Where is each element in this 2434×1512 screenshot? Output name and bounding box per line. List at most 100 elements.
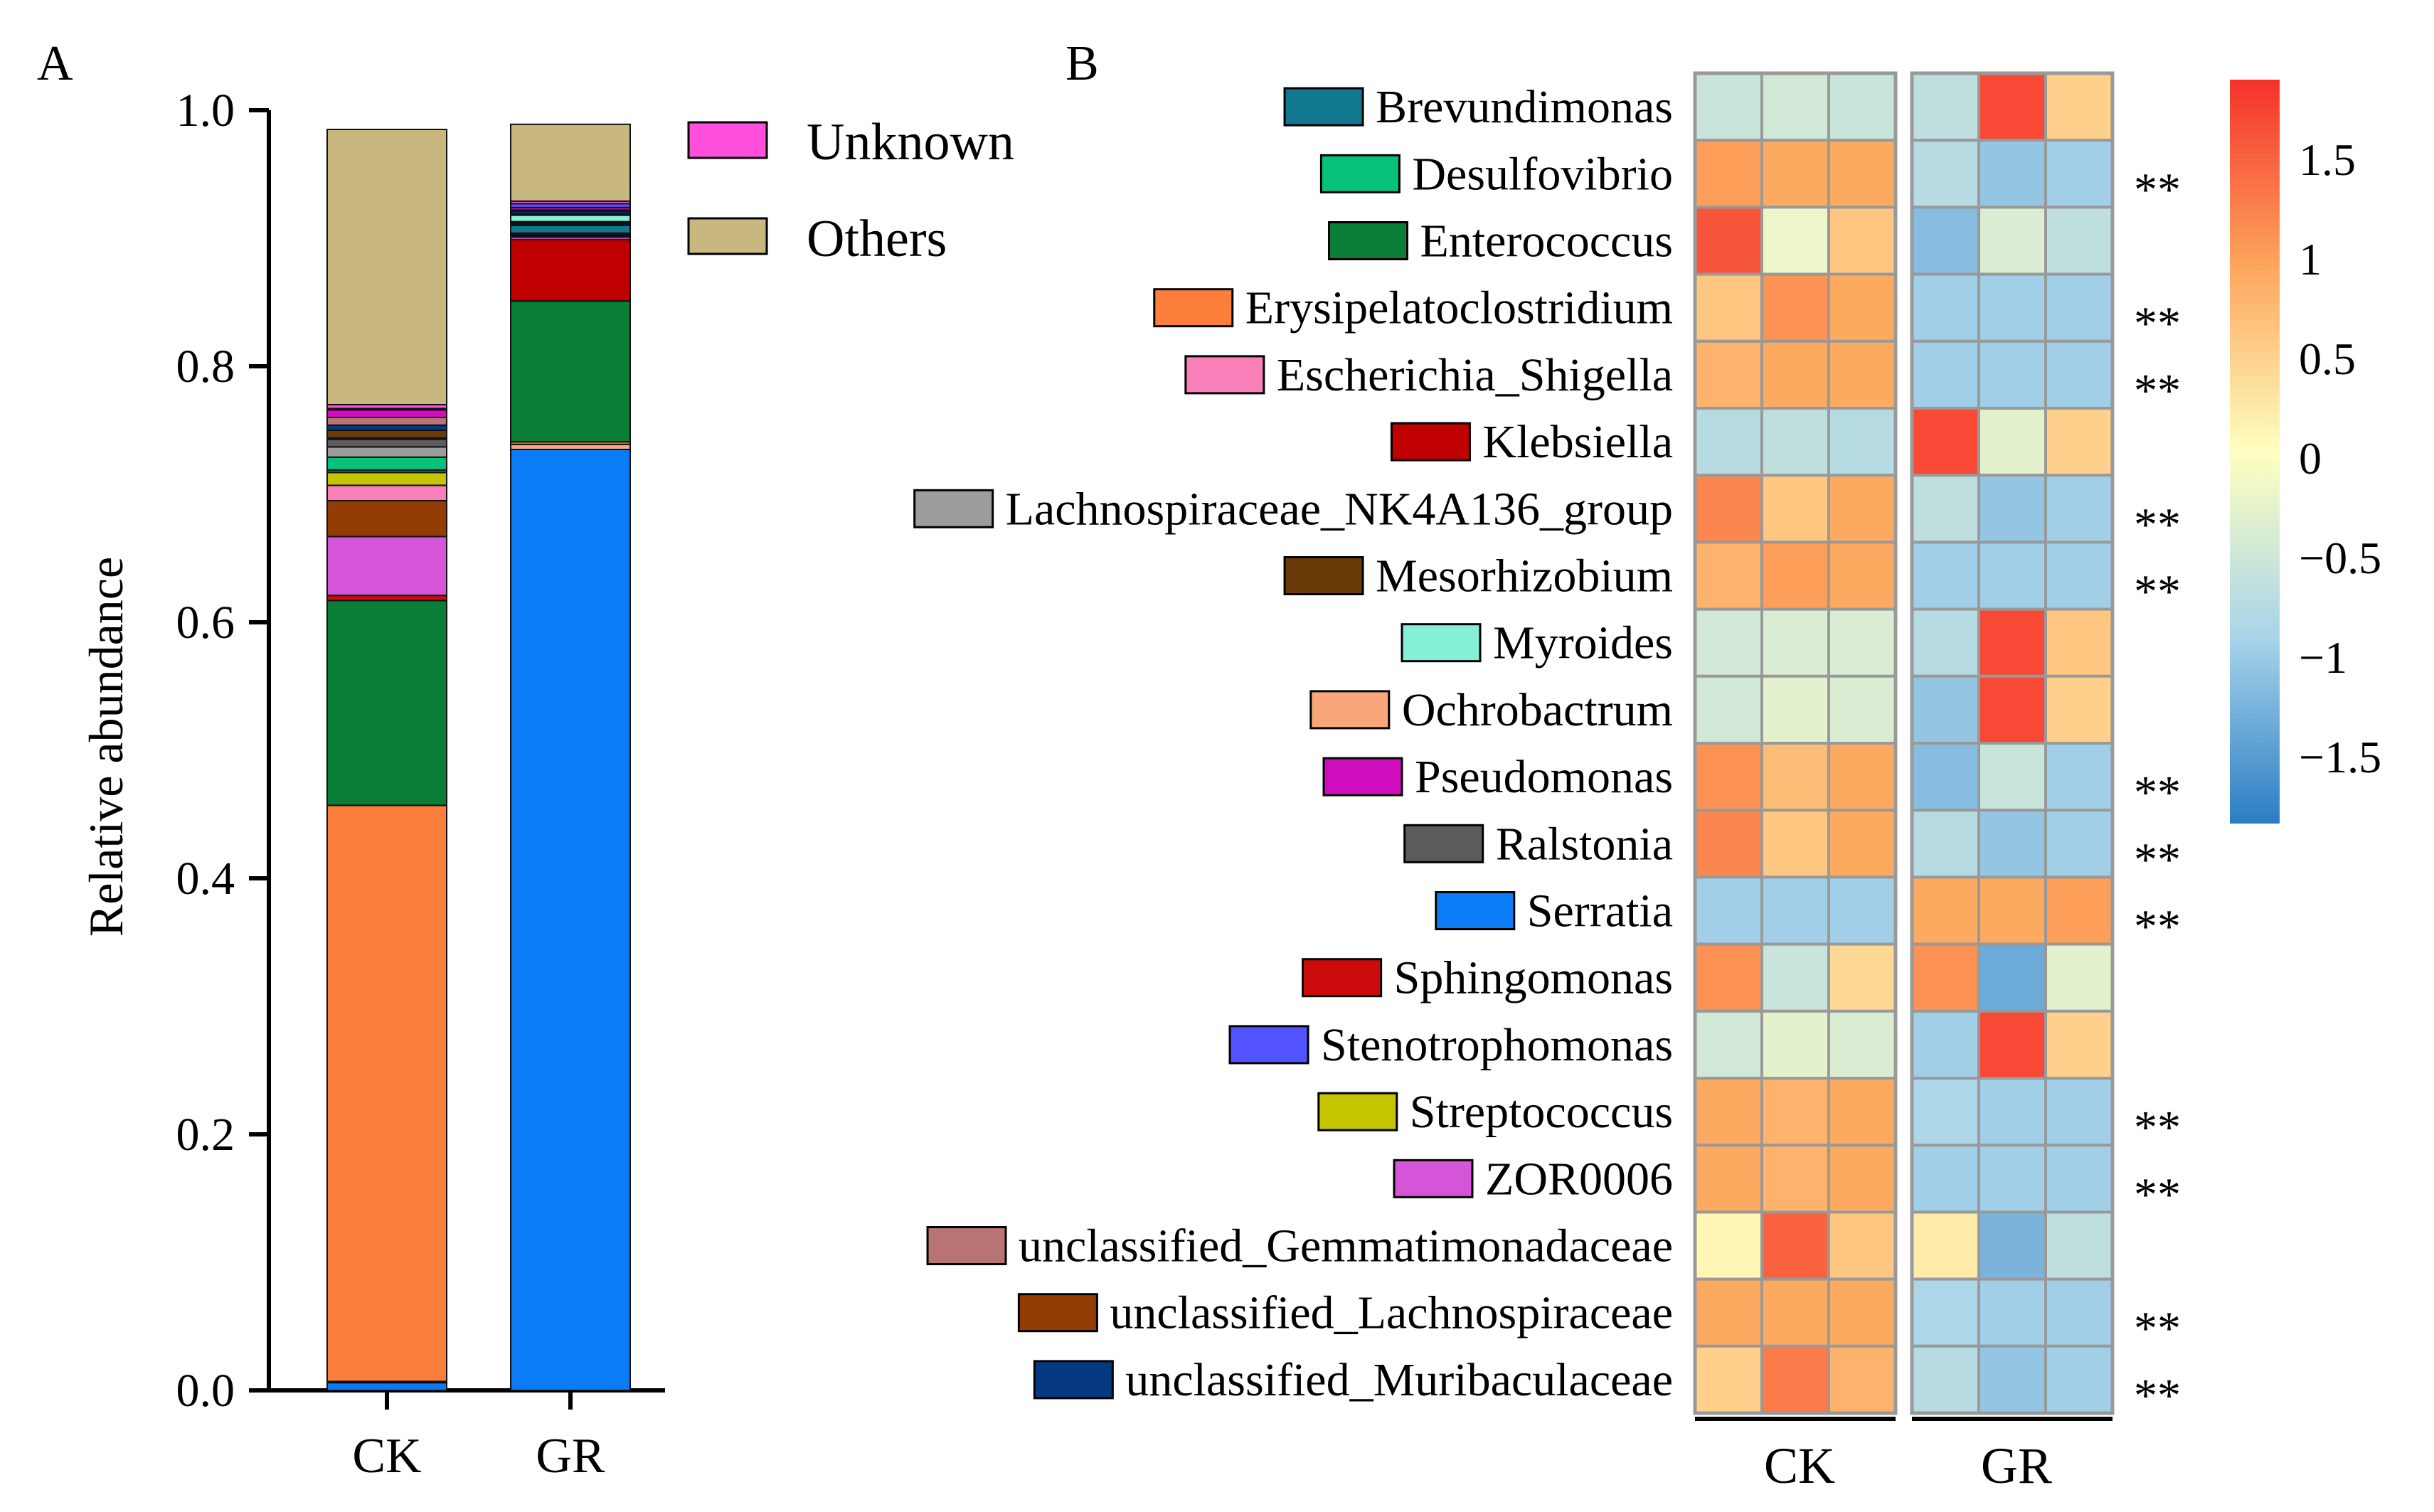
heatmap-cell [2044, 942, 2114, 1013]
heatmap-cell [1827, 72, 1897, 142]
heatmap-cell [1760, 809, 1830, 879]
heatmap-cell [1694, 1277, 1763, 1348]
heatmap-cell [1910, 139, 1980, 209]
row-color-swatch [1401, 623, 1482, 663]
heatmap-cell [2044, 809, 2114, 879]
heatmap-cell [1977, 1210, 2047, 1281]
row-label: Sphingomonas [1394, 952, 1673, 1004]
y-tick-label: 0.4 [176, 853, 235, 905]
heatmap-cell [2044, 272, 2114, 343]
heatmap-cell [1827, 1277, 1897, 1348]
row-color-swatch [1153, 288, 1234, 328]
heatmap-cell [2044, 139, 2114, 209]
bar-segment [510, 123, 631, 202]
significance-marker: ** [2134, 1370, 2181, 1422]
bar-segment [326, 595, 447, 602]
row-color-swatch [1435, 891, 1516, 930]
y-tick-label: 0.8 [176, 341, 235, 393]
heatmap-cell [2044, 607, 2114, 678]
bar-segment [326, 536, 447, 597]
y-axis-label: Relative abundance [79, 557, 133, 937]
heatmap-cell [1977, 1277, 2047, 1348]
heatmap-cell [2044, 1144, 2114, 1214]
row-label: Myroides [1493, 617, 1673, 669]
significance-marker: ** [2134, 901, 2181, 953]
significance-marker: ** [2134, 365, 2181, 417]
row-label: Enterococcus [1420, 215, 1674, 267]
heatmap-cell [2044, 1344, 2114, 1415]
bar-segment [326, 430, 447, 439]
colorbar-tick: 0 [2299, 433, 2322, 484]
heatmap-cell [2044, 72, 2114, 142]
heatmap-cell [1977, 541, 2047, 611]
heatmap-cell [2044, 1077, 2114, 1147]
heatmap-cell [1760, 474, 1830, 544]
stacked-bars [326, 123, 631, 1391]
row-label: Pseudomonas [1415, 751, 1673, 803]
heatmap-cell [1827, 407, 1897, 477]
heatmap-cell [1977, 742, 2047, 812]
heatmap-cell [1977, 206, 2047, 276]
row-color-swatch [913, 489, 994, 528]
row-label: Desulfovibrio [1412, 148, 1673, 200]
y-ticks: 0.0 0.2 0.4 0.6 0.8 1.0 [176, 85, 269, 1417]
row-label: Stenotrophomonas [1321, 1019, 1673, 1071]
heatmap-cell [1760, 674, 1830, 745]
heatmap-cell [1910, 541, 1980, 611]
y-tick-label: 0.2 [176, 1109, 235, 1161]
heatmap-cell [1694, 674, 1763, 745]
significance-marker: ** [2134, 566, 2181, 618]
row-label: Mesorhizobium [1376, 550, 1673, 602]
row-color-swatch [926, 1226, 1007, 1265]
heatmap-cell [2044, 474, 2114, 544]
heatmap-cell [1977, 72, 2047, 142]
heatmap-cell [1694, 139, 1763, 209]
bar-segment [510, 238, 631, 302]
heatmap-cell [1827, 541, 1897, 611]
row-label: Brevundimonas [1376, 81, 1673, 133]
heatmap-cell [1694, 942, 1763, 1013]
significance-marker: ** [2134, 499, 2181, 550]
heatmap-cell [1910, 1210, 1980, 1281]
heatmap-cell [1760, 875, 1830, 946]
row-label: Ochrobactrum [1402, 684, 1673, 736]
heatmap-cell [1694, 474, 1763, 544]
heatmap-cell [1977, 674, 2047, 745]
heatmap-cell [1694, 1077, 1763, 1147]
bar-segment [326, 1382, 447, 1391]
heatmap-cell [1910, 607, 1980, 678]
legend-swatch-unknown [687, 121, 768, 159]
significance-marker: ** [2134, 1102, 2181, 1154]
heatmap-cell [1827, 1210, 1897, 1281]
row-label: Escherichia_Shigella [1277, 349, 1673, 401]
panel-a-label: A [37, 36, 73, 91]
heatmap-cell [1827, 809, 1897, 879]
heatmap-cell [1910, 407, 1980, 477]
heatmap-cell [1977, 407, 2047, 477]
heatmap-cell [1910, 1009, 1980, 1080]
heatmap-cell [1977, 942, 2047, 1013]
heatmap-cell [1694, 809, 1763, 879]
heatmap-cell [1760, 339, 1830, 410]
heatmap-cell [1910, 1344, 1980, 1415]
heatmap-cell [1910, 942, 1980, 1013]
bar-segment [326, 500, 447, 538]
bar-segment [510, 449, 631, 1391]
heatmap-cell [1977, 139, 2047, 209]
heatmap-cell [1910, 339, 1980, 410]
significance-marker: ** [2134, 767, 2181, 819]
row-color-swatch [1302, 958, 1383, 998]
x-tick-label: CK [352, 1429, 421, 1484]
heatmap-cell [1694, 541, 1763, 611]
bar-segment [510, 214, 631, 223]
heatmap-cell [1694, 875, 1763, 946]
heatmap-cell [1760, 1344, 1830, 1415]
heatmap-cell [2044, 1009, 2114, 1080]
row-label: Klebsiella [1482, 416, 1673, 468]
x-tick-labels: CK GR [352, 1390, 605, 1484]
significance-marker: ** [2134, 298, 2181, 350]
panel-a: A Relative abundance 0.00.20.40.60.81.0 … [37, 36, 1014, 1484]
heatmap-cell [1760, 541, 1830, 611]
colorbar-tick: 1.5 [2299, 134, 2356, 185]
